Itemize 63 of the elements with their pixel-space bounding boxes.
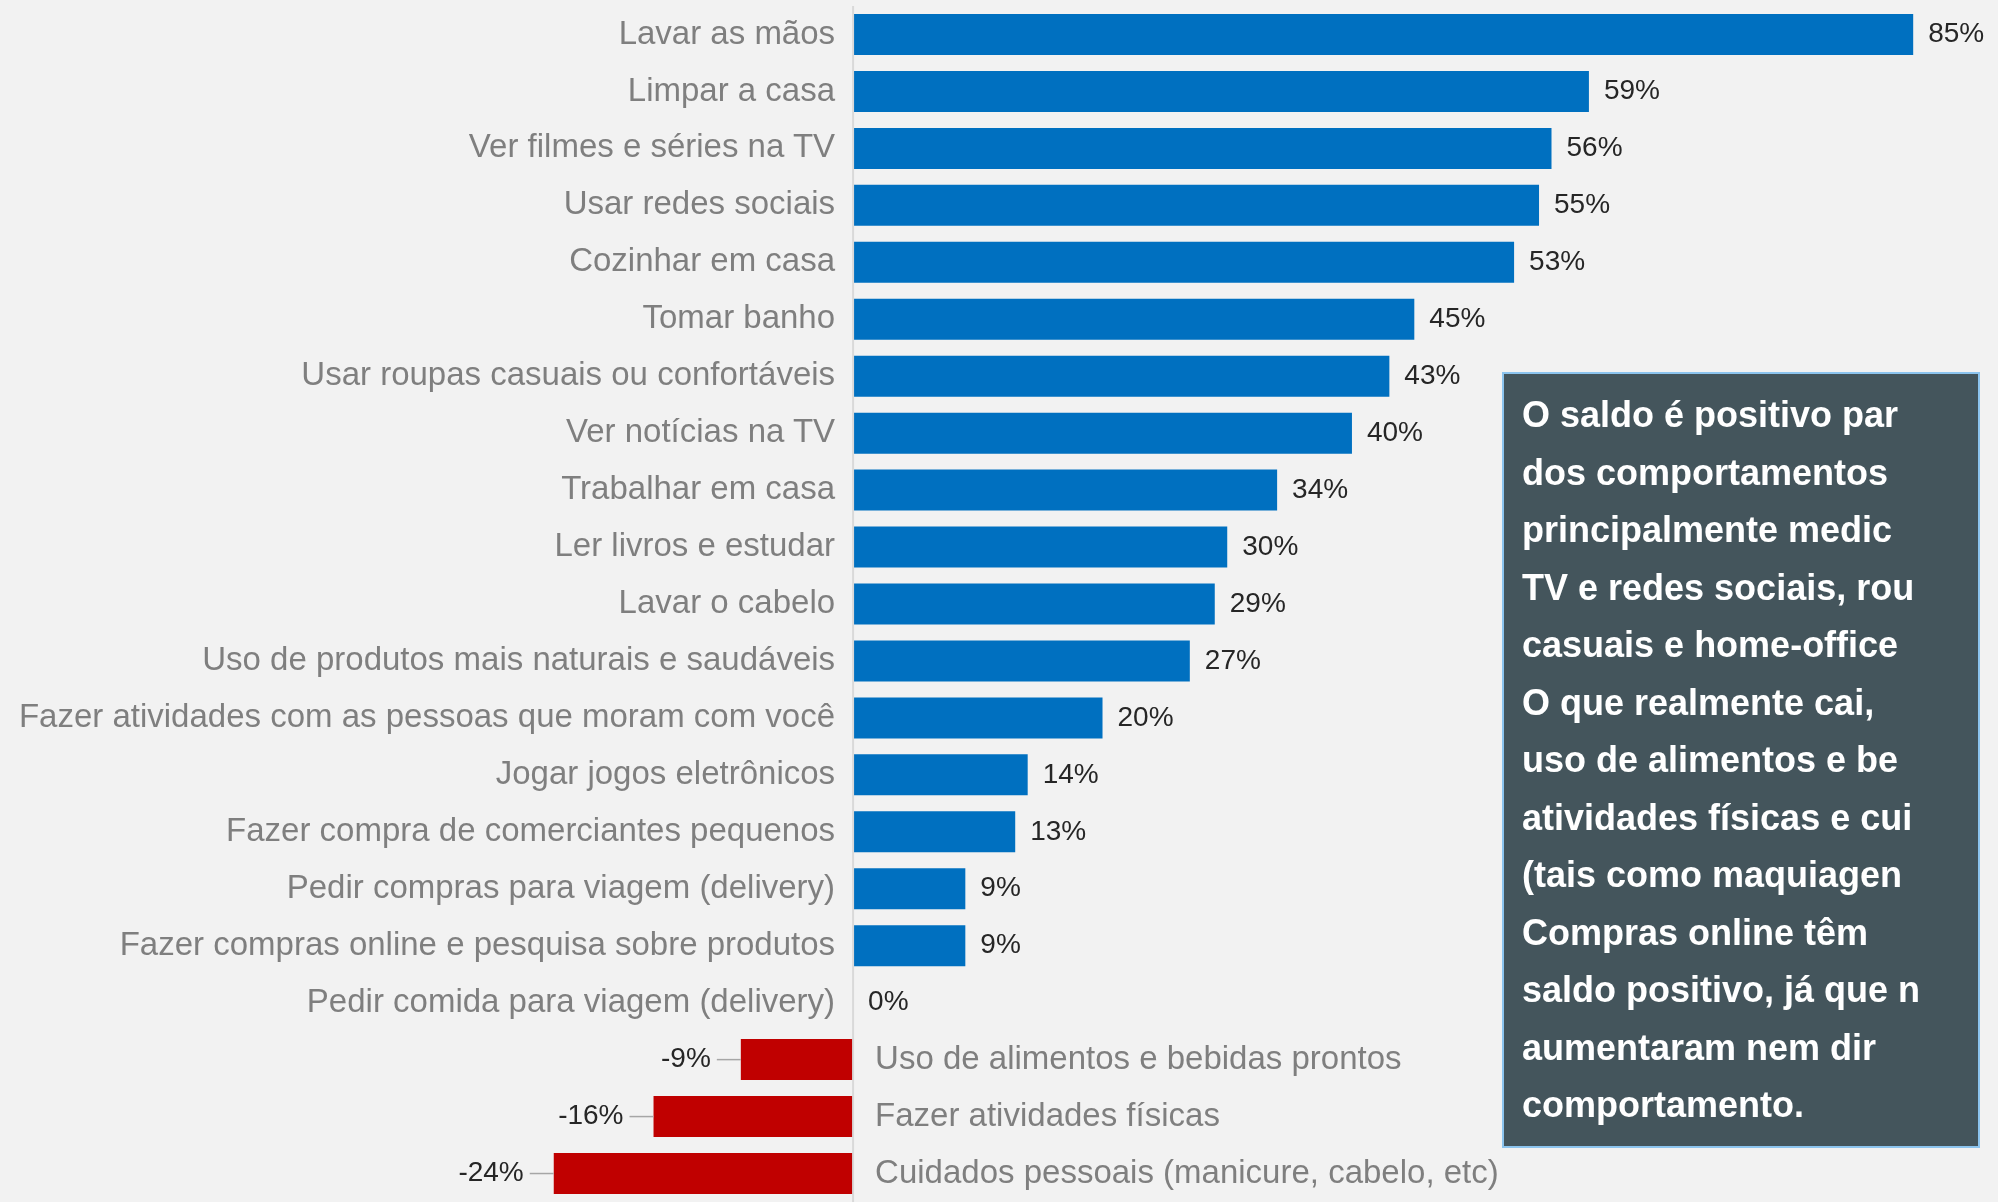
y-tick-label: Fazer compras online e pesquisa sobre produtos — [119, 924, 836, 962]
data-label: 9% — [980, 928, 1021, 960]
bar — [853, 925, 966, 967]
data-label: 85% — [1928, 17, 1985, 49]
bar — [853, 469, 1278, 511]
bar — [853, 754, 1028, 796]
y-tick-label: Ler livros e estudar — [554, 526, 836, 564]
y-tick-label: Limpar a casa — [627, 70, 836, 108]
bar — [853, 640, 1190, 682]
bar — [853, 13, 1914, 55]
data-label: 56% — [1566, 131, 1623, 163]
data-label: 30% — [1242, 529, 1299, 561]
bar — [853, 697, 1103, 739]
text: O saldo é positivo par dos comportamentos principalmente medic TV e redes sociais, rou casuais e home-office O que realmente cai, uso de alimentos e be atividades físicas e cui (tais como maquiagen Compras online têm saldo positivo, já que n aumentaram nem dir comportamento. — [1522, 394, 1921, 1125]
data-label: 27% — [1204, 643, 1261, 675]
y-tick-label: Ver notícias na TV — [566, 412, 836, 450]
data-label: -16% — [558, 1099, 624, 1131]
data-label: 9% — [980, 871, 1021, 903]
y-tick-label: Fazer compra de comerciantes pequenos — [226, 810, 836, 848]
data-label: 29% — [1229, 586, 1286, 618]
bar — [553, 1153, 854, 1195]
bar — [853, 811, 1016, 853]
data-label: 55% — [1554, 188, 1611, 220]
y-tick-label: Lavar o cabelo — [618, 583, 836, 621]
y-tick-label: Usar roupas casuais ou confortáveis — [301, 355, 836, 393]
data-label: 43% — [1404, 358, 1461, 390]
bar — [853, 355, 1390, 397]
bar — [853, 241, 1515, 283]
bar — [853, 583, 1215, 625]
bar — [853, 412, 1352, 454]
y-tick-label: Lavar as mãos — [618, 13, 836, 51]
y-tick-label: Jogar jogos eletrônicos — [495, 753, 836, 791]
data-label: 13% — [1030, 814, 1087, 846]
data-label: 53% — [1529, 245, 1586, 276]
data-label: 45% — [1429, 301, 1486, 333]
data-label: 14% — [1042, 757, 1099, 789]
y-tick-label: Ver filmes e séries na TV — [468, 127, 836, 165]
y-tick-label: Cozinhar em casa — [569, 241, 836, 279]
bar — [853, 298, 1415, 340]
bar — [853, 70, 1589, 112]
y-tick-label: Uso de produtos mais naturais e saudáveis — [202, 640, 836, 678]
data-label: 0% — [868, 985, 909, 1017]
data-label: 59% — [1603, 74, 1660, 106]
y-tick-label: Fazer atividades com as pessoas que moram com você — [18, 697, 836, 734]
data-label: 34% — [1292, 472, 1349, 504]
data-label: -24% — [458, 1156, 524, 1188]
y-tick-label: Pedir compras para viagem (delivery) — [286, 867, 836, 905]
y-tick-label: Pedir comida para viagem (delivery) — [306, 981, 836, 1019]
y-tick-label: Trabalhar em casa — [561, 469, 836, 507]
bar — [653, 1096, 854, 1138]
y-tick-label: Tomar banho — [642, 298, 836, 336]
data-label: -9% — [661, 1042, 711, 1074]
y-tick-label: Fazer atividades físicas — [875, 1095, 1220, 1133]
data-label: 20% — [1117, 700, 1174, 732]
bar — [853, 526, 1228, 568]
bar — [853, 184, 1540, 226]
bar — [853, 868, 966, 910]
y-tick-label: Usar redes sociais — [563, 184, 836, 222]
data-label: 40% — [1366, 415, 1423, 447]
bar — [853, 127, 1552, 169]
y-tick-label: Uso de alimentos e bebidas prontos — [875, 1038, 1402, 1076]
y-tick-label: Cuidados pessoais (manicure, cabelo, etc) — [875, 1152, 1499, 1190]
bar — [740, 1039, 854, 1081]
